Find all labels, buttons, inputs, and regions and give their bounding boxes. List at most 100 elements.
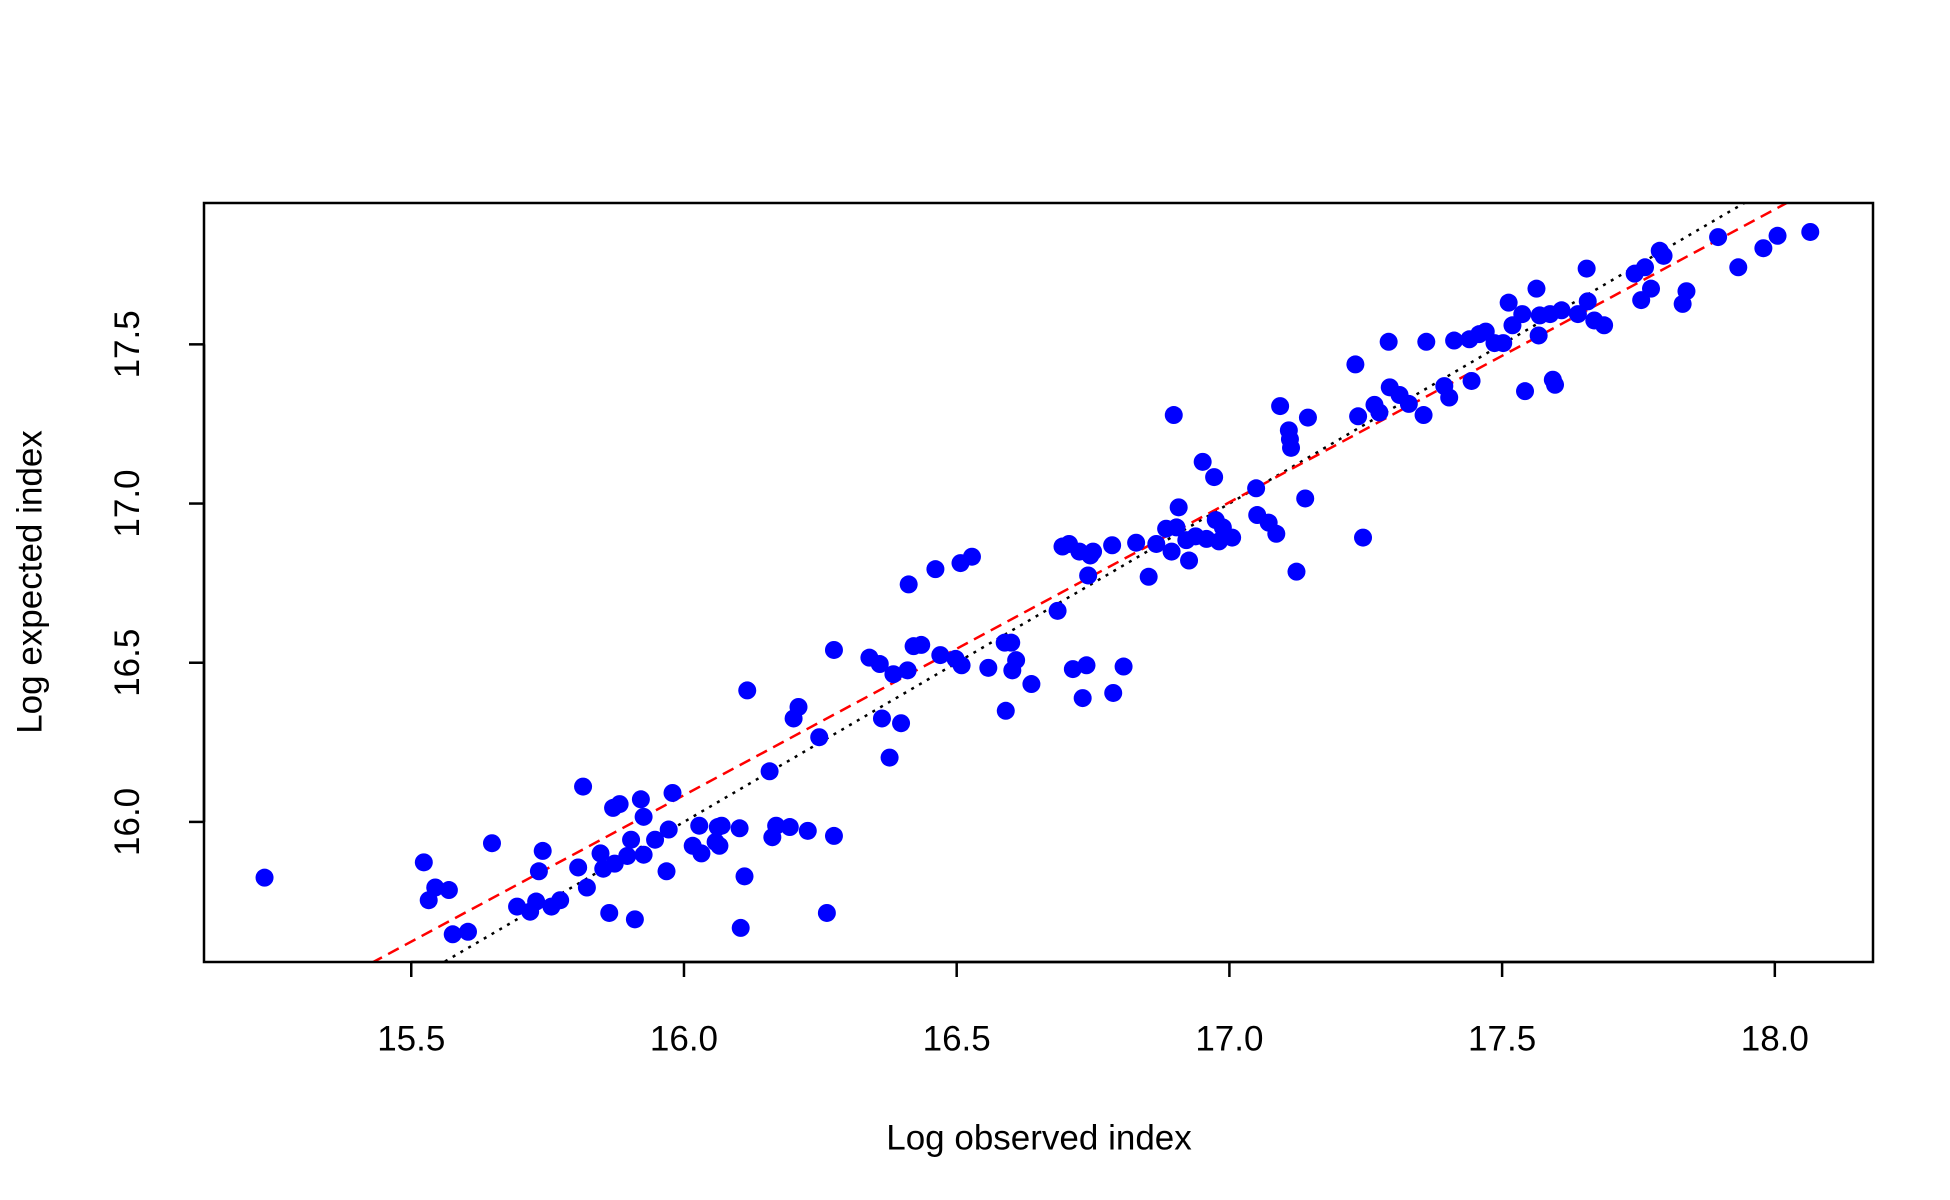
point [574, 777, 593, 796]
point [692, 844, 711, 863]
point [1636, 258, 1655, 277]
point [810, 728, 829, 747]
point [1063, 660, 1082, 679]
point [1349, 407, 1368, 426]
point [817, 903, 836, 922]
point [577, 878, 596, 897]
point [1084, 542, 1103, 561]
point [1007, 651, 1026, 670]
point [1513, 305, 1532, 324]
point [798, 821, 817, 840]
point [482, 834, 501, 853]
point [1354, 528, 1373, 547]
point [1568, 305, 1587, 324]
point [600, 903, 619, 922]
point [789, 697, 808, 716]
point [426, 878, 445, 897]
point [710, 836, 729, 855]
point [1127, 533, 1146, 552]
point [760, 762, 779, 781]
point [1296, 489, 1315, 508]
point [1223, 528, 1242, 547]
point [1077, 656, 1096, 675]
point [569, 858, 588, 877]
point [730, 819, 749, 838]
point [1287, 562, 1306, 581]
point [1280, 430, 1299, 449]
y-tick-label: 16.0 [108, 788, 147, 856]
point [1147, 534, 1166, 553]
point [631, 790, 650, 809]
point [1440, 388, 1459, 407]
point [1079, 566, 1098, 585]
x-axis-label: Log observed index [886, 1118, 1192, 1157]
point [622, 830, 641, 849]
point [1527, 279, 1546, 298]
x-tick-label: 17.5 [1468, 1019, 1536, 1058]
point [1494, 334, 1513, 353]
x-tick-label: 16.5 [923, 1019, 991, 1058]
point [872, 709, 891, 728]
point [884, 665, 903, 684]
point [1298, 408, 1317, 427]
y-axis-label: Log expected index [10, 430, 49, 734]
point [1103, 536, 1122, 555]
point [767, 816, 786, 835]
point [690, 816, 709, 835]
point [780, 818, 799, 837]
point [735, 867, 754, 886]
point [1654, 246, 1673, 265]
point [610, 795, 629, 814]
point [926, 560, 945, 579]
point [1577, 259, 1596, 278]
point [1271, 397, 1290, 416]
point [1048, 601, 1067, 620]
y-tick-label: 16.5 [108, 629, 147, 697]
plot-area [255, 203, 1820, 962]
point [1546, 375, 1565, 394]
point [591, 844, 610, 863]
point [634, 845, 653, 864]
reference-line [441, 203, 1747, 962]
point [1462, 371, 1481, 390]
point [1162, 542, 1181, 561]
point [1729, 258, 1748, 277]
point [1516, 382, 1535, 401]
point [443, 925, 462, 944]
reference-line [370, 203, 1790, 962]
point [1445, 331, 1464, 350]
point [1379, 332, 1398, 351]
point [634, 807, 653, 826]
point [731, 918, 750, 937]
point [1180, 551, 1199, 570]
point [1022, 675, 1041, 694]
point [1169, 498, 1188, 517]
point [1642, 279, 1661, 298]
point [1167, 518, 1186, 537]
point [892, 714, 911, 733]
point [1595, 316, 1614, 335]
point [1768, 226, 1787, 245]
point [1709, 228, 1728, 247]
point [1002, 633, 1021, 652]
point [657, 862, 676, 881]
point [659, 820, 678, 839]
point [824, 826, 843, 845]
point [1247, 479, 1266, 498]
point [1205, 468, 1224, 487]
point [255, 868, 274, 887]
point [527, 892, 546, 911]
point [1267, 524, 1286, 543]
point [1139, 567, 1158, 586]
point [529, 862, 548, 881]
point [1370, 403, 1389, 422]
point [912, 635, 931, 654]
point [458, 922, 477, 941]
point [1801, 222, 1820, 241]
point [1414, 406, 1433, 425]
point [1529, 326, 1548, 345]
point [880, 748, 899, 767]
point [663, 783, 682, 802]
point [738, 681, 757, 700]
